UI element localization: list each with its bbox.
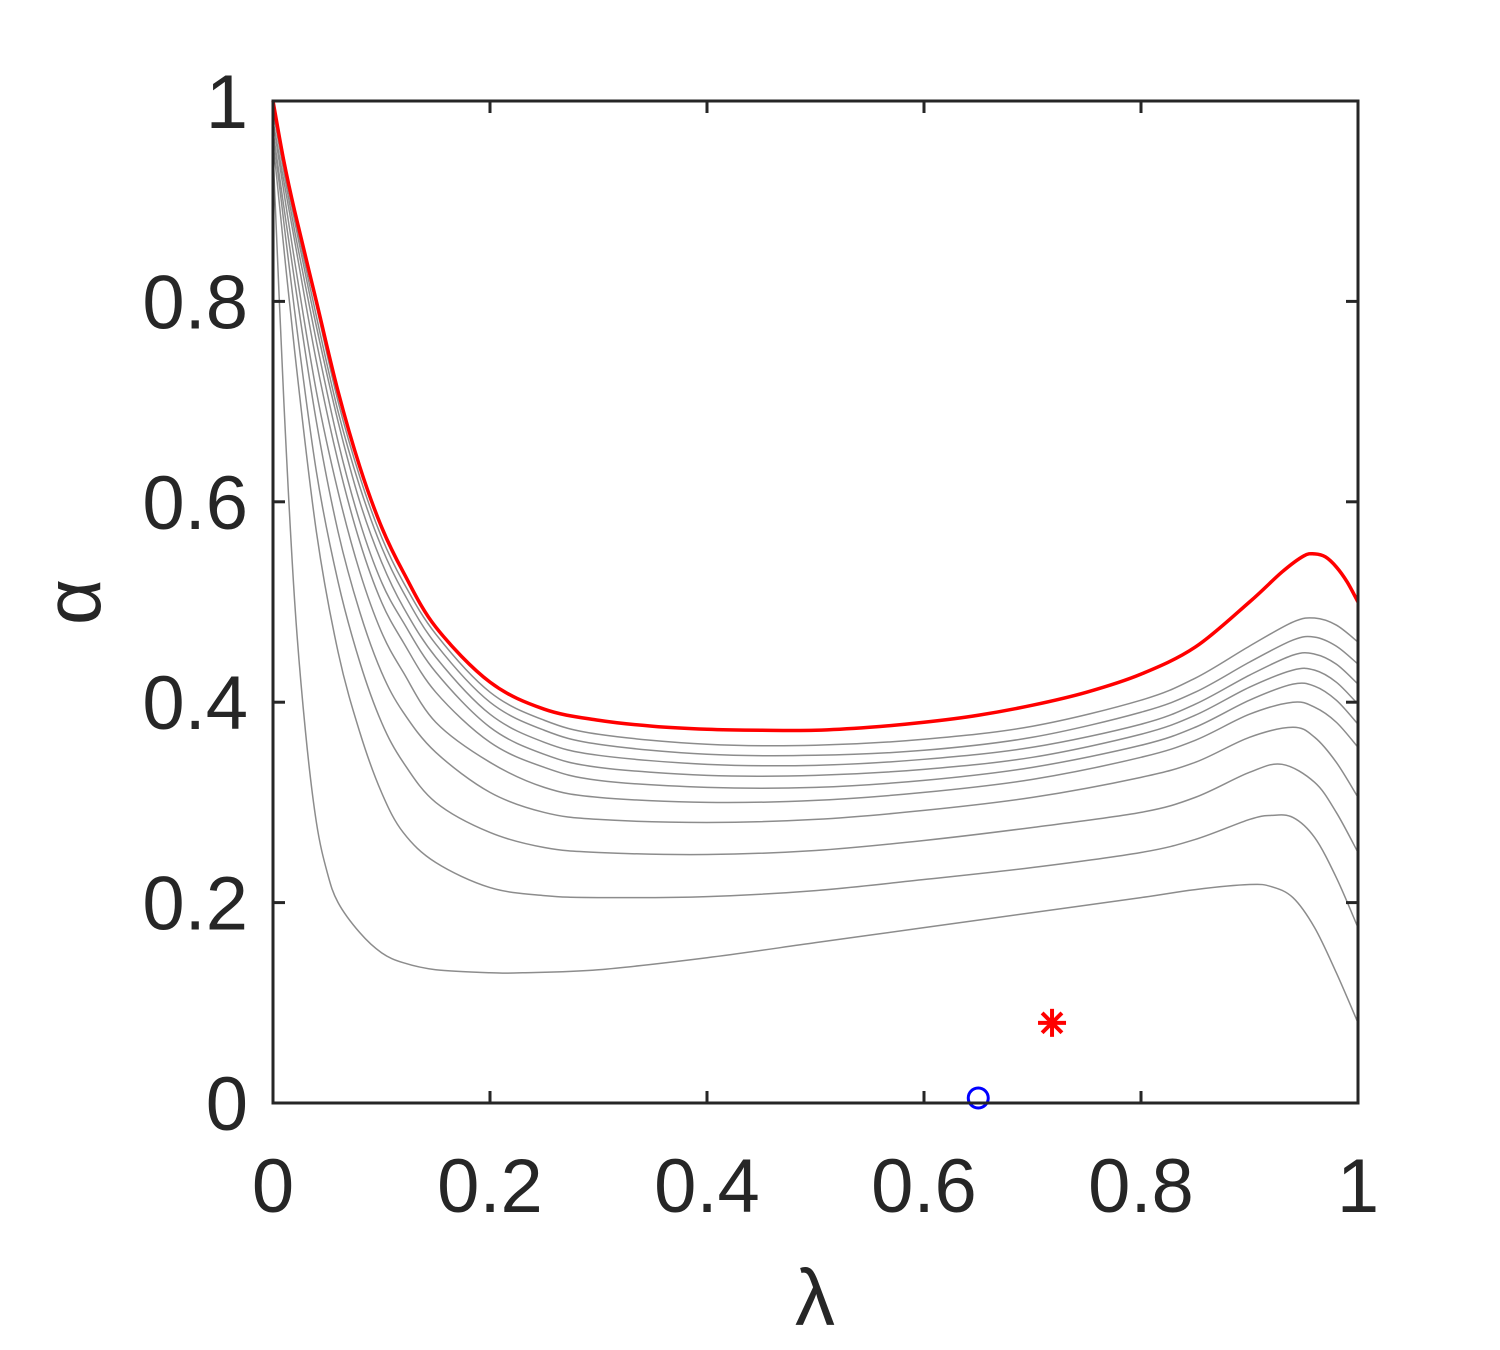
- series-line-gray-1: [272, 151, 1359, 1024]
- markers-group: [966, 1008, 1067, 1110]
- circle-marker: [966, 1086, 990, 1110]
- plot-frame: [271, 99, 1360, 1105]
- asterisk-marker: [1038, 1008, 1067, 1037]
- series-line-gray-3: [272, 130, 1359, 856]
- tick-labels-group: 0 0.2 0.4 0.6 0.8 1 0 0.2 0.4 0.6 0.8 1: [142, 60, 1379, 1229]
- x-tick-label: 0.6: [871, 1144, 977, 1229]
- series-line-gray-8: [272, 110, 1359, 767]
- asterisk-stroke: [1040, 1011, 1064, 1035]
- series-line-gray-2: [272, 141, 1359, 928]
- x-tick-label: 1: [1337, 1144, 1379, 1229]
- series-line-gray-10: [272, 100, 1359, 747]
- y-tick-label: 1: [206, 60, 248, 145]
- y-tick-label: 0.8: [142, 260, 248, 345]
- series-line-gray-6: [272, 120, 1359, 789]
- x-tick-label: 0.4: [654, 1144, 760, 1229]
- x-tick-label: 0: [252, 1144, 294, 1229]
- y-tick-label: 0.6: [142, 461, 248, 546]
- ticks-group: [271, 99, 1360, 1105]
- series-line-red: [271, 100, 1360, 733]
- plot-background: [273, 101, 1358, 1103]
- x-tick-label: 0.8: [1088, 1144, 1194, 1229]
- series-line-gray-7: [272, 110, 1359, 777]
- series-line-gray-4: [272, 130, 1359, 824]
- x-axis-label: λ: [795, 1253, 835, 1342]
- curves-group: [271, 100, 1360, 1024]
- y-tick-label: 0: [206, 1062, 248, 1147]
- series-line-gray-5: [272, 120, 1359, 804]
- series-line-gray-9: [272, 110, 1359, 757]
- y-tick-label: 0.4: [142, 661, 248, 746]
- y-axis-label: α: [28, 579, 117, 625]
- x-tick-label: 0.2: [437, 1144, 543, 1229]
- y-tick-label: 0.2: [142, 862, 248, 947]
